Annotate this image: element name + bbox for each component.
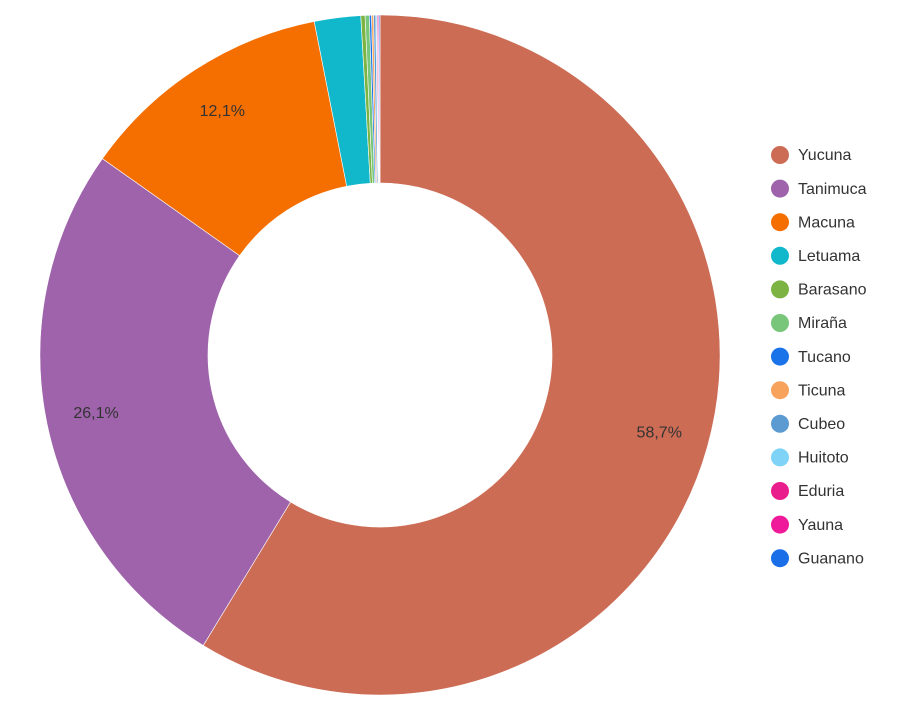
legend-marker <box>771 448 789 467</box>
legend-label: Huitoto <box>798 450 849 467</box>
legend-label: Tanimuca <box>798 181 867 198</box>
slice <box>39 158 292 646</box>
legend-label: Macuna <box>798 214 855 231</box>
legend-marker <box>771 246 789 265</box>
legend-label: Yauna <box>798 517 843 534</box>
data-label: 26,1% <box>73 405 118 422</box>
legend-marker <box>771 381 789 400</box>
legend-label: Eduria <box>798 483 844 500</box>
legend-marker <box>771 146 789 164</box>
legend-marker <box>771 515 789 534</box>
legend-marker <box>771 280 789 299</box>
legend-marker <box>771 179 789 198</box>
legend-marker <box>771 414 789 433</box>
legend-marker <box>771 314 789 332</box>
legend-marker <box>771 347 789 366</box>
legend-label: Barasano <box>798 282 867 299</box>
legend-label: Miraña <box>798 315 847 332</box>
legend-label: Tucano <box>798 349 851 366</box>
legend-marker <box>771 213 789 232</box>
legend-label: Ticuna <box>798 382 846 399</box>
legend-label: Guanano <box>798 550 864 567</box>
legend-label: Cubeo <box>798 416 845 433</box>
legend-marker <box>771 482 789 500</box>
legend-label: Letuama <box>798 248 860 265</box>
legend-marker <box>771 549 789 568</box>
legend-label: Yucuna <box>798 147 851 164</box>
data-label: 58,7% <box>637 424 682 441</box>
slice <box>378 14 381 184</box>
slice <box>102 21 348 257</box>
data-label: 12,1% <box>200 103 245 120</box>
slice <box>202 14 721 696</box>
